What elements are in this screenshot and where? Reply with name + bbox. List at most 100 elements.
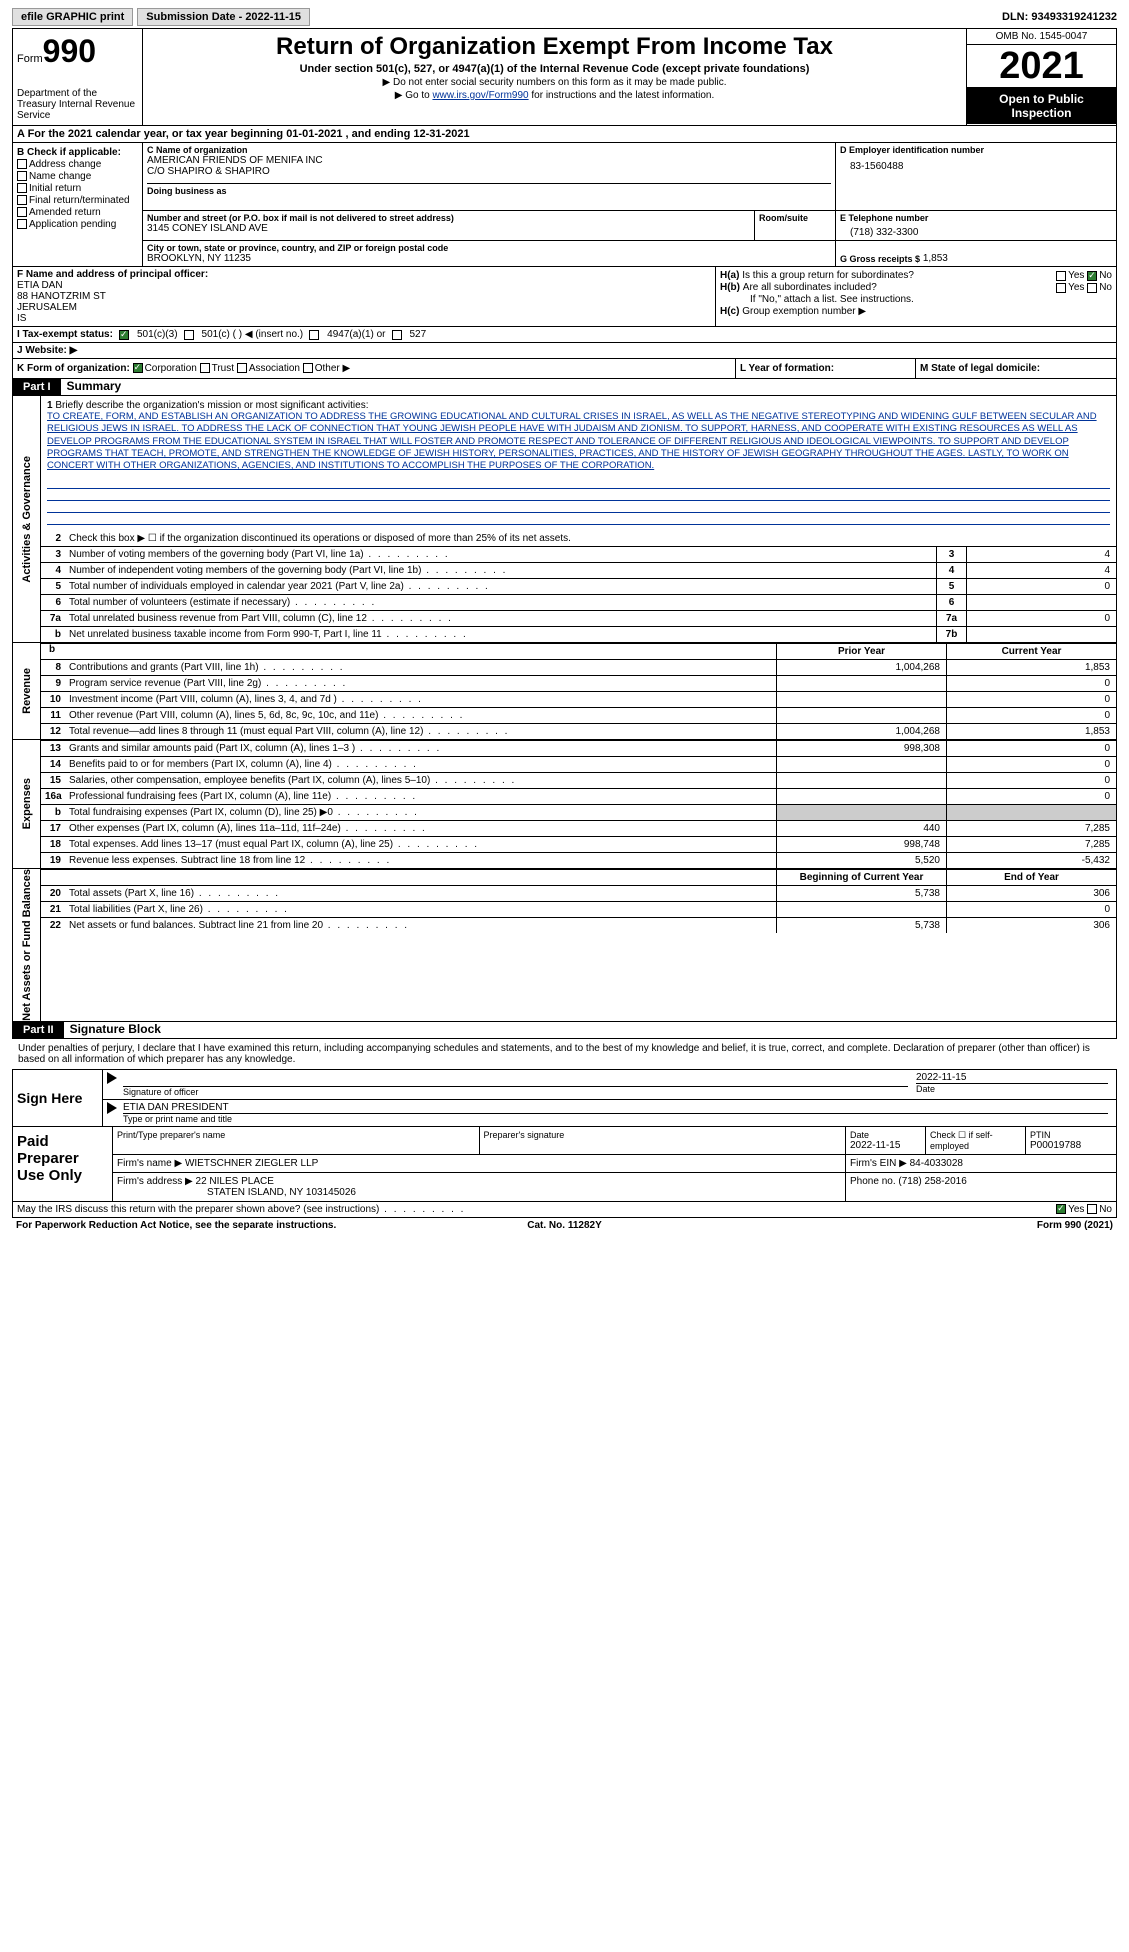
line-desc: Investment income (Part VIII, column (A)… [65,692,776,707]
line1-desc: Briefly describe the organization's miss… [55,400,368,411]
efile-print-button[interactable]: efile GRAPHIC print [12,8,133,26]
discuss-no: No [1099,1204,1112,1215]
form-subtitle: Under section 501(c), 527, or 4947(a)(1)… [151,63,958,75]
line-num: b [41,627,65,642]
line-desc: Program service revenue (Part VIII, line… [65,676,776,691]
hb-question: Are all subordinates included? [743,282,1056,293]
ptin-label: PTIN [1030,1130,1112,1140]
firm-ein-value: 84-4033028 [910,1158,963,1169]
chk-hb-no[interactable] [1087,283,1097,293]
chk-initial-return[interactable] [17,183,27,193]
chk-527[interactable] [392,330,402,340]
chk-corp[interactable] [133,363,143,373]
phone-value: (718) 332-3300 [850,227,1112,238]
chk-assoc[interactable] [237,363,247,373]
prior-value: 1,004,268 [776,660,946,675]
chk-other[interactable] [303,363,313,373]
prior-value [776,902,946,917]
curr-value: 0 [946,741,1116,756]
chk-amended[interactable] [17,207,27,217]
ein-value: 83-1560488 [850,161,1112,172]
gross-receipts-label: G Gross receipts $ [840,254,920,264]
lbl-trust: Trust [212,363,234,374]
city-label: City or town, state or province, country… [147,243,831,253]
chk-app-pending[interactable] [17,219,27,229]
chk-501c[interactable] [184,330,194,340]
sig-declaration: Under penalties of perjury, I declare th… [12,1039,1117,1069]
irs-link[interactable]: www.irs.gov/Form990 [432,90,528,101]
line-num: 11 [41,708,65,723]
line-desc: Total revenue—add lines 8 through 11 (mu… [65,724,776,739]
lbl-assoc: Association [249,363,300,374]
line-desc: Benefits paid to or for members (Part IX… [65,757,776,772]
part2-header: Part II [13,1022,64,1038]
line-desc: Other expenses (Part IX, column (A), lin… [65,821,776,836]
tax-year: 2021 [967,45,1116,88]
curr-value: -5,432 [946,853,1116,868]
line-desc: Number of independent voting members of … [65,563,936,578]
cat-no: Cat. No. 11282Y [382,1220,748,1231]
line-desc: Total unrelated business revenue from Pa… [65,611,936,626]
curr-value: 0 [946,902,1116,917]
chk-hb-yes[interactable] [1056,283,1066,293]
firm-name-value: WIETSCHNER ZIEGLER LLP [185,1158,318,1169]
line-desc: Net unrelated business taxable income fr… [65,627,936,642]
line-num: 6 [41,595,65,610]
hb-note: If "No," attach a list. See instructions… [750,294,1112,305]
prior-value: 998,748 [776,837,946,852]
hdr-beginning-year: Beginning of Current Year [776,870,946,885]
prior-value: 998,308 [776,741,946,756]
line-num: 9 [41,676,65,691]
chk-4947[interactable] [309,330,319,340]
line-num: 15 [41,773,65,788]
chk-address-change[interactable] [17,159,27,169]
mission-text: TO CREATE, FORM, AND ESTABLISH AN ORGANI… [47,411,1097,471]
prior-value [776,757,946,772]
line-desc: Other revenue (Part VIII, column (A), li… [65,708,776,723]
chk-ha-yes[interactable] [1056,271,1066,281]
line-value: 4 [966,563,1116,578]
preparer-name-label: Print/Type preparer's name [117,1130,475,1140]
firm-phone-label: Phone no. [850,1176,896,1187]
line1-num: 1 [47,400,53,411]
chk-name-change[interactable] [17,171,27,181]
lbl-501c: 501(c) ( ) ◀ (insert no.) [202,329,304,340]
line-box-num: 7b [936,627,966,642]
part1-header: Part I [13,379,61,395]
line-num: 7a [41,611,65,626]
lbl-amended: Amended return [29,207,101,218]
box-b-header: B Check if applicable: [17,147,138,158]
sig-date-label: Date [916,1083,1108,1094]
tax-exempt-label: I Tax-exempt status: [17,329,113,340]
omb-number: OMB No. 1545-0047 [967,29,1116,45]
sig-name-value: ETIA DAN PRESIDENT [123,1102,1108,1113]
line-num: 12 [41,724,65,739]
line-desc: Revenue less expenses. Subtract line 18 … [65,853,776,868]
curr-value: 0 [946,789,1116,804]
chk-final-return[interactable] [17,195,27,205]
curr-value: 1,853 [946,660,1116,675]
ha-label: H(a) [720,270,739,281]
lbl-final-return: Final return/terminated [29,195,130,206]
line-box-num: 3 [936,547,966,562]
arrow-icon [107,1102,117,1114]
hb-label: H(b) [720,282,740,293]
line-num: b [41,805,65,820]
chk-discuss-no[interactable] [1087,1204,1097,1214]
line-desc: Contributions and grants (Part VIII, lin… [65,660,776,675]
line-num: 22 [41,918,65,933]
form-number: 990 [43,33,96,69]
chk-501c3[interactable] [119,330,129,340]
form-footer: Form 990 (2021) [1037,1220,1113,1231]
line-value: 4 [966,547,1116,562]
phone-label: E Telephone number [840,213,1112,223]
chk-ha-no[interactable] [1087,271,1097,281]
line-value [966,595,1116,610]
org-name-label: C Name of organization [147,145,831,155]
hc-question: Group exemption number ▶ [742,306,866,317]
submission-date: Submission Date - 2022-11-15 [137,8,310,26]
hb-yes: Yes [1068,282,1084,293]
chk-trust[interactable] [200,363,210,373]
line-num: 19 [41,853,65,868]
chk-discuss-yes[interactable] [1056,1204,1066,1214]
